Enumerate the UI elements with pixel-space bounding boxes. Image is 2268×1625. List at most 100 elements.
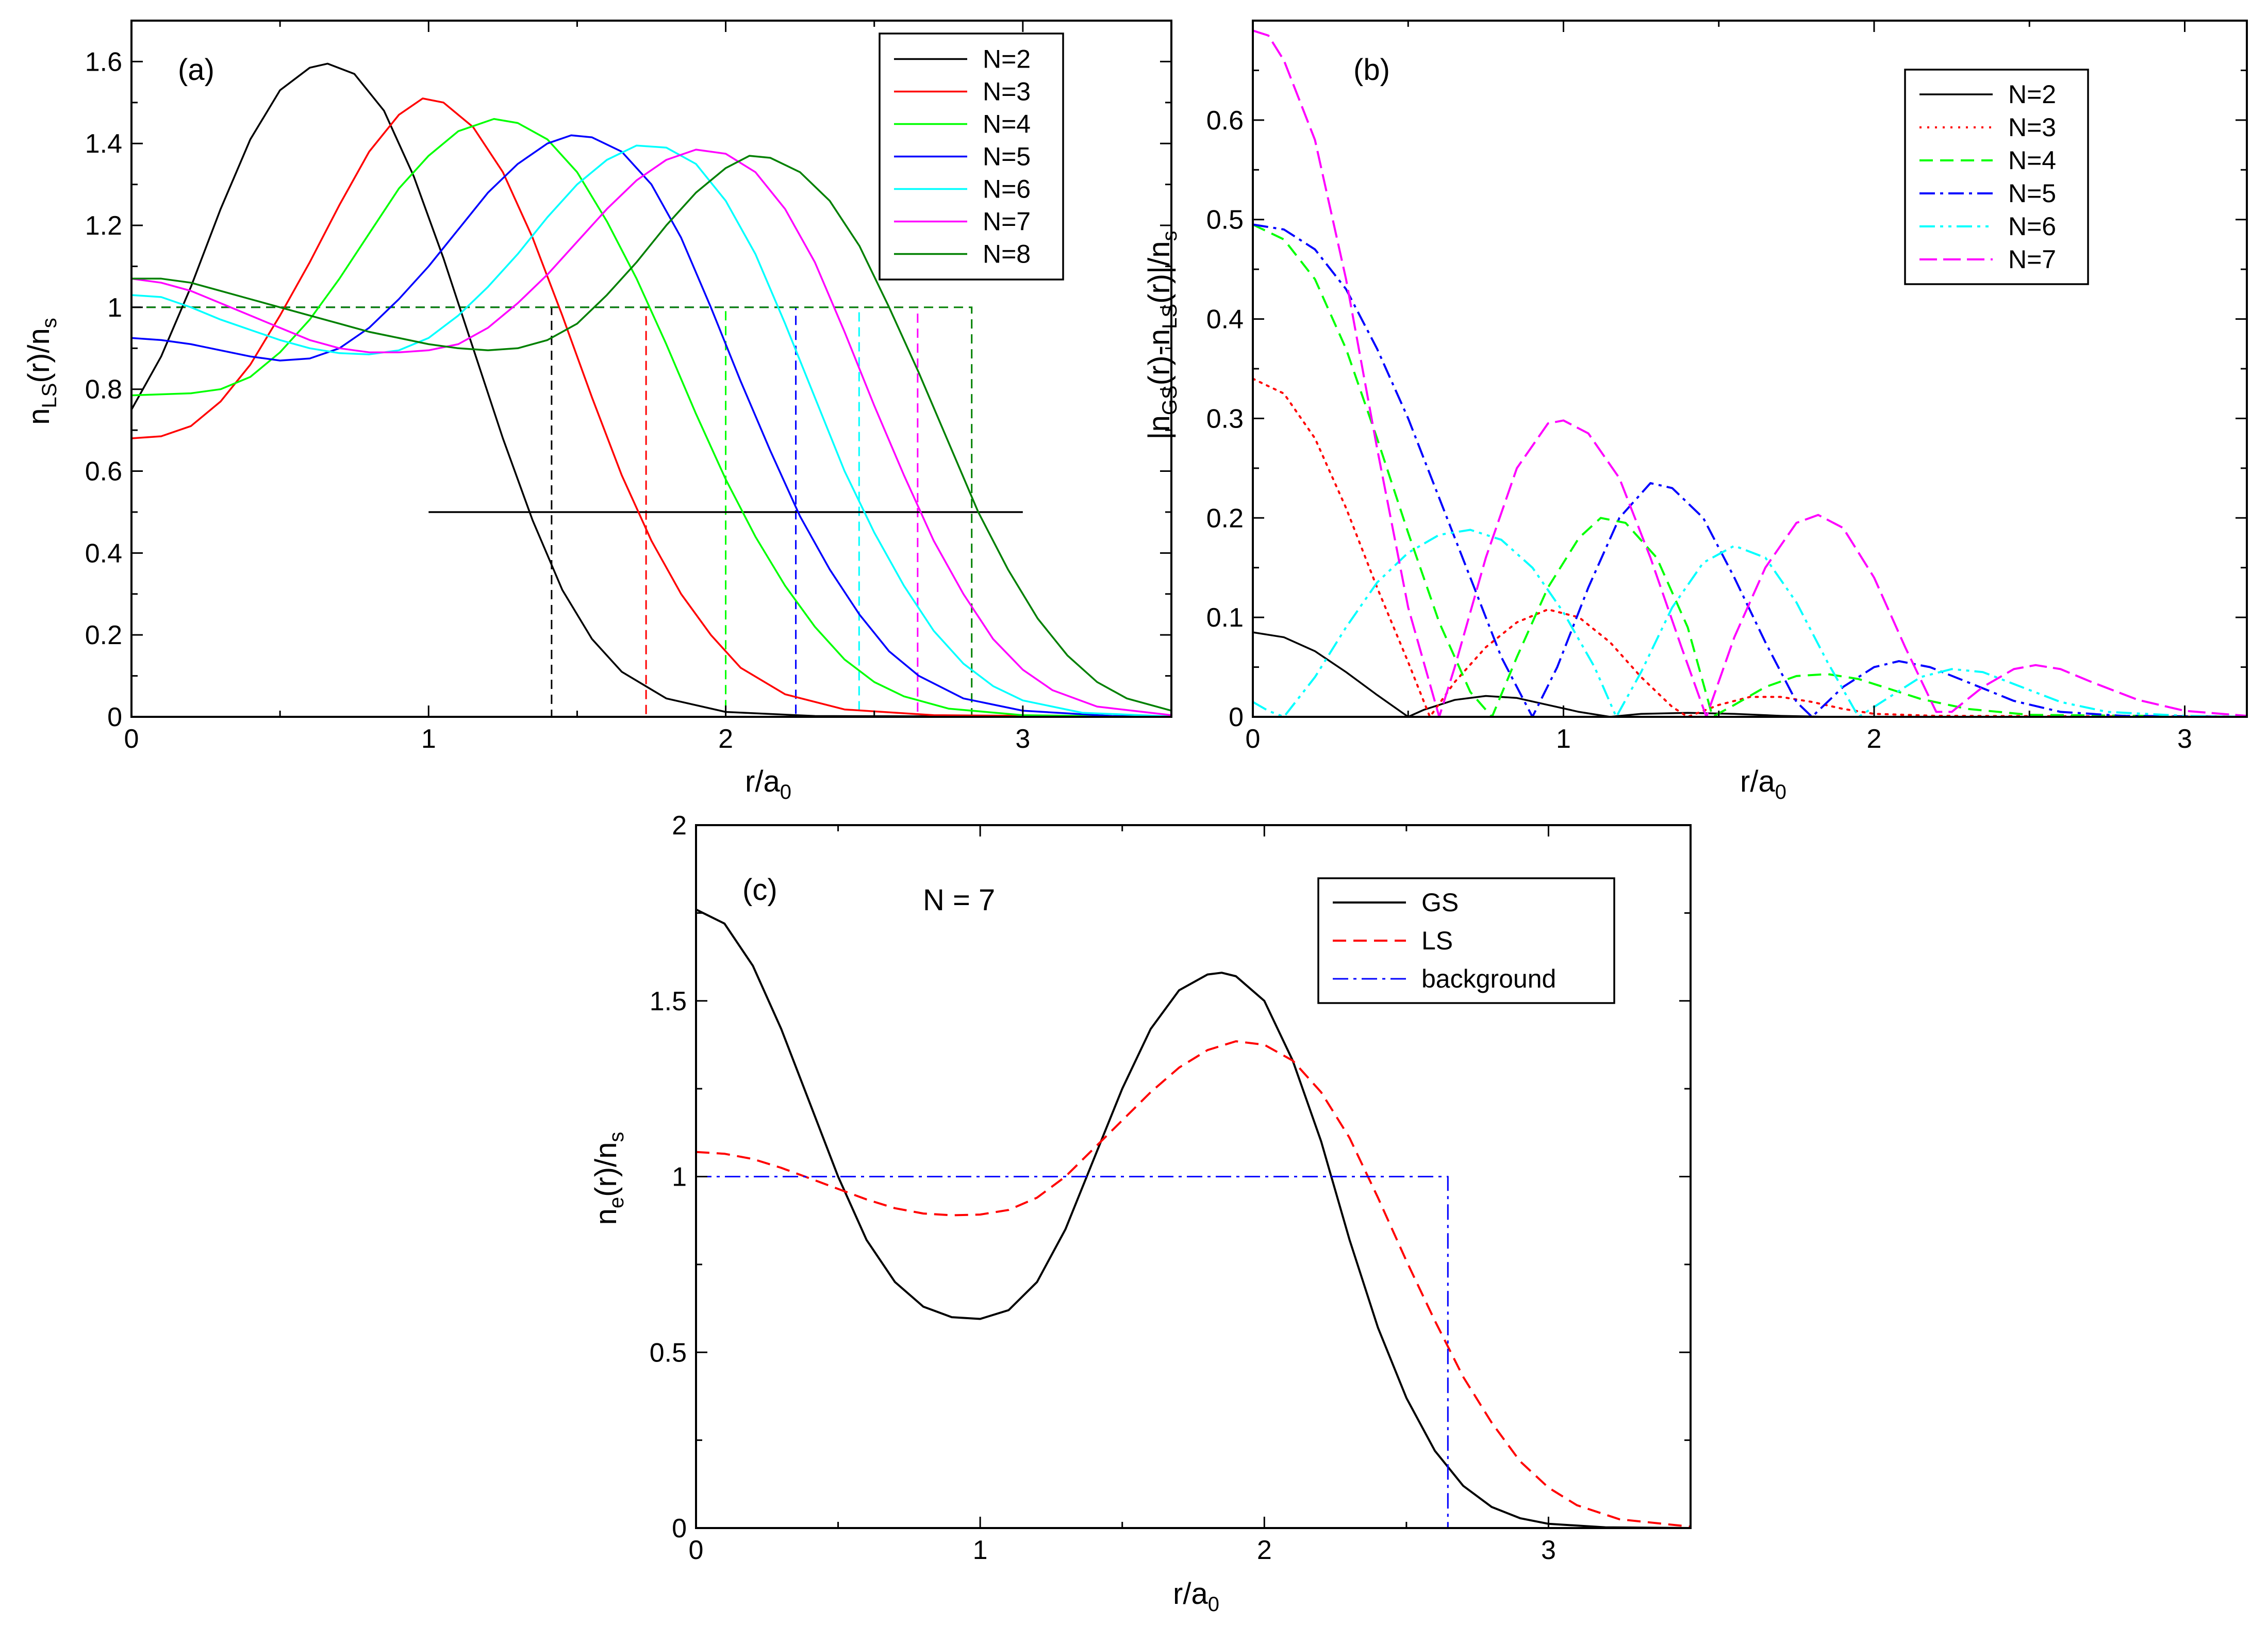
panel-b-y-label-part-2: GS	[1158, 385, 1181, 415]
panel-c-y-label-part-2: e	[605, 1197, 628, 1208]
legend-label: N=8	[983, 240, 1031, 269]
panel-c-plot-area	[696, 908, 1691, 1528]
series-gs	[696, 908, 1691, 1528]
y-tick-label: 0.6	[1206, 106, 1244, 136]
series-n-4	[131, 118, 1171, 717]
x-tick-label: 3	[1541, 1535, 1556, 1565]
y-tick-label: 1.4	[85, 129, 122, 159]
series-n-4	[1253, 223, 2247, 717]
panel-c-y-label-part-4: s	[605, 1132, 628, 1142]
legend-label: N=7	[983, 207, 1031, 236]
panel-a-y-label-part-2: LS	[38, 383, 61, 408]
y-tick-label: 0.5	[650, 1338, 687, 1368]
legend-label: N=5	[983, 142, 1031, 171]
series-n-3	[1253, 377, 2247, 717]
x-tick-label: 0	[1246, 724, 1261, 754]
y-tick-label: 0.2	[1206, 503, 1244, 533]
panel-b-label: (b)	[1353, 53, 1390, 87]
series-n-5	[131, 134, 1171, 717]
x-tick-label: 2	[718, 724, 733, 754]
y-tick-label: 0.4	[85, 538, 122, 568]
legend-label: N=5	[2008, 179, 2056, 208]
panel-b-y-label-part-4: LS	[1158, 304, 1181, 329]
panel-b-y-label-part-5: (r)|/n	[1143, 241, 1176, 304]
panel-a-x-label-main: r/a	[745, 765, 780, 798]
panel-b-ticks: 0 1 2 3 0 0.1 0.2 0.3 0.4 0.5 0.6	[1206, 21, 2247, 754]
panel-b-y-label-part-6: s	[1158, 231, 1181, 241]
legend-label: N=3	[983, 77, 1031, 106]
panel-a-curves	[131, 62, 1171, 717]
legend-label: N=7	[2008, 245, 2056, 274]
panel-c-y-label-part-1: n	[589, 1208, 623, 1225]
legend-label: N=3	[2008, 113, 2056, 142]
series-background	[696, 1176, 1691, 1528]
panel-b-x-label: r/a0	[1740, 765, 1786, 803]
x-tick-label: 3	[2177, 724, 2192, 754]
y-tick-label: 0.4	[1206, 305, 1244, 335]
series-n-8	[131, 155, 1171, 712]
y-tick-label: 0	[1229, 702, 1244, 732]
panel-c-x-label-sub: 0	[1208, 1593, 1219, 1616]
legend-label: LS	[1421, 926, 1453, 955]
panel-a-y-label-part-1: n	[22, 408, 56, 425]
y-tick-label: 0.3	[1206, 404, 1244, 434]
panel-b-legend: N=2 N=3 N=4 N=5 N=6 N=7	[1904, 69, 2089, 285]
panel-a-x-label-sub: 0	[780, 781, 791, 803]
legend-label: N=6	[983, 175, 1031, 204]
legend-label: GS	[1421, 888, 1459, 917]
panel-c-y-label-part-3: (r)/n	[589, 1142, 623, 1197]
legend-label: background	[1421, 964, 1556, 993]
legend-box	[1317, 877, 1615, 1004]
x-tick-label: 2	[1257, 1535, 1272, 1565]
panel-c-x-label: r/a0	[1173, 1577, 1219, 1616]
y-tick-label: 0.2	[85, 620, 122, 650]
panel-a-y-label-part-4: s	[38, 318, 61, 328]
panel-a-ticks: 0 1 2 3 0 0.2 0.4 0.6 0.8 1 1.2 1.4 1.6	[85, 21, 1171, 754]
panel-c-ticks: 0 1 2 3 0 0.5 1 1.5 2	[650, 811, 1691, 1565]
panel-c-curves	[696, 908, 1691, 1528]
y-tick-label: 0.1	[1206, 603, 1244, 633]
panel-b-curves	[1253, 29, 2247, 717]
panel-a-y-label-part-3: (r)/n	[22, 328, 56, 383]
legend-label: N=2	[2008, 80, 2056, 109]
panel-c: 0 1 2 300.511.52 (c) N = 7 r/a0 ne(r)/ns GS…	[589, 811, 1692, 1616]
panel-b-y-label-part-1: |n	[1143, 415, 1176, 439]
series-n-7	[1253, 29, 2247, 717]
series-n-2	[131, 62, 1171, 717]
background-box-2.828	[131, 306, 973, 717]
legend-label: N=4	[2008, 146, 2056, 175]
panel-b-plot-area	[1253, 29, 2247, 717]
panel-b: 0 1 2 300.10.20.30.40.50.6 (b) r/a0 |nGS(r)…	[1143, 20, 2248, 803]
legend-label: N=2	[983, 45, 1031, 74]
panel-a-label: (a)	[178, 53, 214, 87]
x-tick-label: 1	[1556, 724, 1571, 754]
panel-a-frame	[130, 20, 1172, 718]
x-tick-label: 1	[421, 724, 436, 754]
panel-c-y-label: ne(r)/ns	[589, 1132, 628, 1225]
y-tick-label: 2	[672, 811, 687, 841]
panel-a: 0 1 2 300.20.40.60.811.21.41.6 (a) r/a0 nLS…	[22, 20, 1172, 803]
panel-b-y-label: |nGS(r)-nLS(r)|/ns	[1143, 231, 1181, 440]
panel-a-y-label: nLS(r)/ns	[22, 318, 61, 425]
y-tick-label: 1	[672, 1162, 687, 1192]
x-tick-label: 0	[689, 1535, 704, 1565]
x-tick-label: 3	[1015, 724, 1030, 754]
series-n-2	[1253, 631, 2247, 717]
legend-label: N=4	[983, 110, 1031, 139]
y-tick-label: 0.8	[85, 375, 122, 405]
panel-b-x-label-main: r/a	[1740, 765, 1775, 798]
panel-a-x-label: r/a0	[745, 765, 791, 803]
y-tick-label: 0.6	[85, 457, 122, 487]
series-n-7	[131, 149, 1171, 716]
y-tick-label: 0	[107, 702, 122, 732]
series-n-6	[131, 144, 1171, 717]
x-tick-label: 1	[973, 1535, 988, 1565]
y-tick-label: 1	[107, 293, 122, 323]
series-n-6	[1253, 529, 2247, 717]
panel-c-label: (c)	[742, 873, 777, 907]
y-tick-label: 1.2	[85, 211, 122, 241]
series-ls	[696, 1040, 1691, 1528]
panel-c-x-label-main: r/a	[1173, 1577, 1208, 1611]
legend-label: N=6	[2008, 212, 2056, 241]
